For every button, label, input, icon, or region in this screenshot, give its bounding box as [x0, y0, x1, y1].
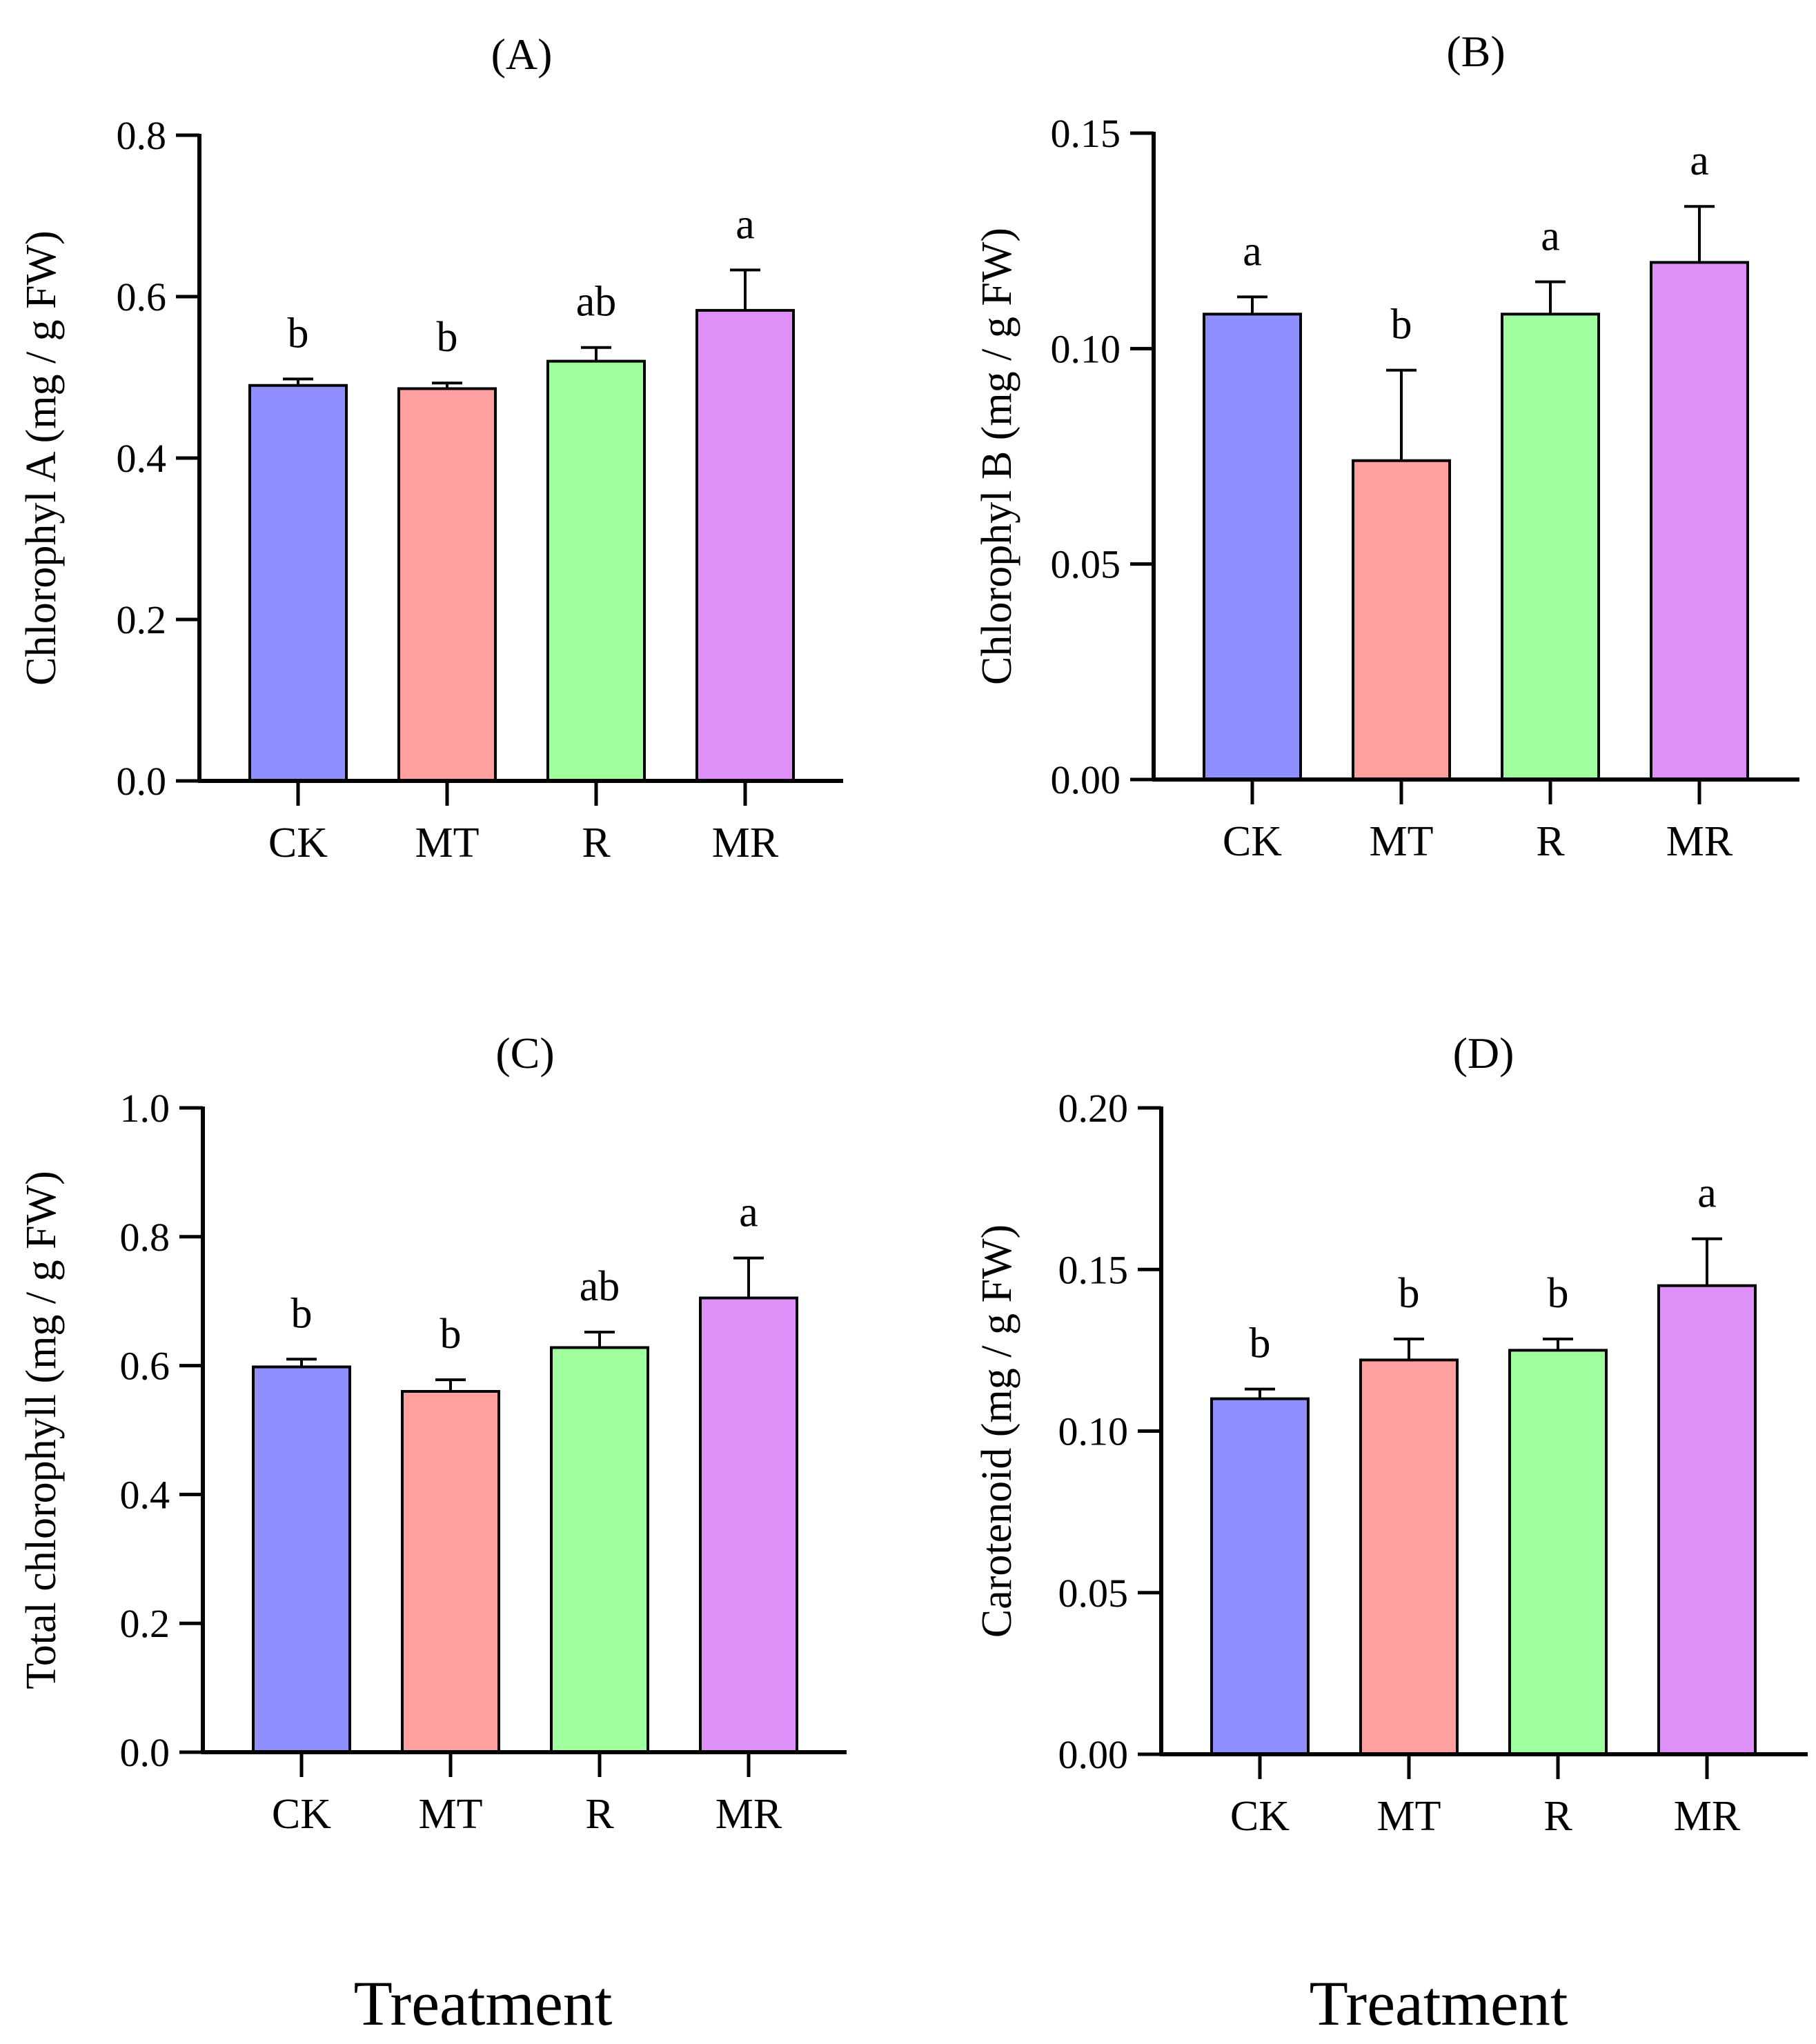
panel-b-y-tick-label: 0.00: [1051, 757, 1121, 802]
panel-d-bar-r: [1508, 1349, 1608, 1756]
panel-c-y-tick-label: 0.2: [120, 1601, 170, 1646]
panel-c-title: (C): [495, 1029, 554, 1078]
panel-a-significance-mr: a: [736, 201, 755, 248]
panel-d-x-tick-label-r: R: [1543, 1793, 1572, 1840]
panel-c-significance-mr: a: [739, 1189, 758, 1236]
panel-d-x-tick-label-mr: MR: [1674, 1793, 1741, 1840]
panel-b-y-tick-label: 0.10: [1051, 326, 1121, 371]
panel-b-bar-mr: [1650, 261, 1749, 781]
panel-d-x-tick-label-ck: CK: [1230, 1793, 1290, 1840]
panel-b-x-tick-label-mt: MT: [1370, 818, 1434, 865]
panel-d-y-tick-label: 0.00: [1058, 1732, 1129, 1777]
panel-d-significance-mr: a: [1697, 1170, 1717, 1217]
panel-d-y-tick-label: 0.20: [1058, 1086, 1129, 1131]
panel-a-x-tick-label-mr: MR: [712, 820, 779, 866]
panel-b-bar-r: [1501, 312, 1600, 781]
panel-a-bar-r: [546, 359, 646, 782]
panel-b-y-axis-label: Chlorophyl B (mg / g FW): [974, 228, 1020, 685]
panel-a: (A) Chlorophyl A (mg / g FW) b CK b MT ab Ra MR 0…: [18, 30, 843, 866]
panel-d-y-tick-label: 0.10: [1058, 1409, 1129, 1454]
panel-c-bar-ck: [252, 1365, 351, 1754]
panel-a-title: (A): [491, 30, 553, 79]
panels-group: (A)Chlorophyl A (mg / g FW) bCKbMTabRaMR0…: [18, 27, 1808, 1840]
panel-b-y-tick-label: 0.15: [1051, 111, 1121, 156]
panel-b-x-tick-label-r: R: [1536, 818, 1565, 865]
panel-c-significance-mt: b: [440, 1311, 462, 1358]
panel-a-y-tick-label: 0.2: [117, 597, 167, 642]
panel-a-y-tick-label: 0.0: [117, 759, 167, 804]
panel-d-bar-mt: [1359, 1358, 1459, 1756]
panel-c-x-tick-label-r: R: [585, 1791, 614, 1838]
panel-d-y-axis-label: Carotenoid (mg / g FW): [974, 1224, 1020, 1638]
panel-c-y-tick-label: 0.6: [120, 1344, 170, 1389]
panel-c: (C) Total chlorophyll (mg / g FW) b CK b MT ab…: [18, 1029, 847, 1838]
panel-b-title: (B): [1446, 27, 1505, 76]
panel-c-y-tick-label: 0.8: [120, 1215, 170, 1260]
panel-a-x-tick-label-ck: CK: [268, 820, 328, 866]
panel-d-significance-r: b: [1548, 1270, 1569, 1317]
panel-d-significance-ck: b: [1250, 1320, 1271, 1367]
panel-a-y-tick-label: 0.6: [117, 275, 167, 319]
panel-a-y-tick-label: 0.8: [117, 113, 167, 158]
panel-a-significance-mt: b: [437, 314, 458, 361]
panel-b-significance-mt: b: [1391, 301, 1412, 348]
panel-d: (D) Carotenoid (mg / g FW) b CK b MT b Ra MR 0.00…: [974, 1029, 1808, 1840]
panel-c-significance-r: ab: [580, 1263, 620, 1310]
panel-c-x-tick-label-mt: MT: [419, 1791, 483, 1838]
panel-c-y-tick-label: 1.0: [120, 1086, 170, 1131]
panel-c-y-tick-label: 0.4: [120, 1472, 170, 1517]
panel-b-significance-mr: a: [1690, 137, 1709, 184]
panel-c-bar-mt: [401, 1389, 500, 1754]
panel-b-bar-mt: [1352, 459, 1451, 781]
panel-c-bar-mr: [699, 1296, 798, 1754]
panel-b-significance-r: a: [1541, 213, 1560, 260]
panel-c-x-tick-label-mr: MR: [715, 1791, 782, 1838]
panel-c-bar-r: [550, 1346, 649, 1754]
panel-d-title: (D): [1453, 1029, 1514, 1078]
panel-b-bar-ck: [1203, 312, 1302, 781]
panel-d-bar-ck: [1210, 1397, 1310, 1756]
panel-b-x-tick-label-ck: CK: [1223, 818, 1282, 865]
panel-b: (B) Chlorophyl B (mg / g FW) a CK b MT a Ra MR 0.…: [974, 27, 1799, 865]
panel-a-y-axis-label: Chlorophyl A (mg / g FW): [18, 230, 65, 686]
panel-a-bar-ck: [248, 384, 348, 782]
panel-d-y-tick-label: 0.15: [1058, 1247, 1129, 1292]
panel-d-x-tick-label-mt: MT: [1377, 1793, 1441, 1840]
panel-c-x-tick-label-ck: CK: [272, 1791, 331, 1838]
panel-a-x-tick-label-mt: MT: [415, 820, 480, 866]
panel-a-significance-r: ab: [576, 279, 617, 326]
panel-c-y-axis-label: Total chlorophyll (mg / g FW): [18, 1171, 65, 1689]
x-axis-label-left: Treatment: [354, 1968, 613, 2038]
panel-a-significance-ck: b: [288, 310, 309, 357]
panel-a-bar-mr: [695, 308, 795, 782]
panel-b-x-tick-label-mr: MR: [1666, 818, 1733, 865]
x-axis-label-right: Treatment: [1310, 1968, 1568, 2038]
panel-c-y-tick-label: 0.0: [120, 1730, 170, 1775]
panel-d-bar-mr: [1657, 1284, 1757, 1756]
panel-d-y-tick-label: 0.05: [1058, 1571, 1129, 1616]
panel-a-y-tick-label: 0.4: [117, 436, 167, 481]
panel-a-bar-mt: [397, 387, 497, 782]
panel-c-significance-ck: b: [291, 1290, 313, 1337]
panel-b-y-tick-label: 0.05: [1051, 542, 1121, 587]
panel-a-x-tick-label-r: R: [582, 820, 611, 866]
panel-b-significance-ck: a: [1243, 228, 1262, 275]
panel-d-significance-mt: b: [1399, 1270, 1420, 1317]
